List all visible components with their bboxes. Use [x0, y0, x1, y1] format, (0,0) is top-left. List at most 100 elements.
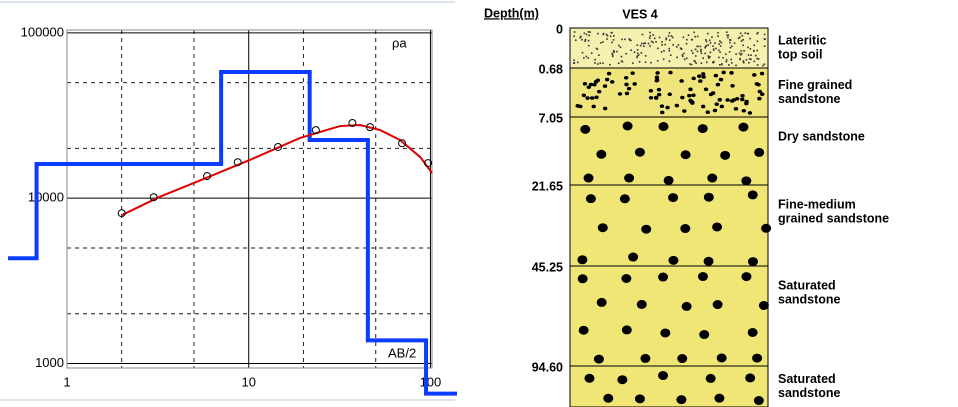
speck — [691, 50, 693, 52]
grain — [704, 193, 714, 202]
speck — [597, 63, 599, 65]
speck — [753, 44, 755, 46]
speck — [726, 31, 728, 33]
speck — [645, 61, 647, 63]
speck — [706, 41, 708, 43]
grain — [655, 71, 659, 75]
grain — [594, 95, 598, 99]
grain — [698, 124, 708, 133]
grain — [741, 272, 751, 281]
speck — [574, 62, 576, 64]
grain — [692, 77, 696, 81]
grain — [704, 87, 708, 91]
speck — [680, 47, 682, 49]
speck — [599, 62, 601, 64]
grain — [579, 326, 589, 335]
grain — [715, 102, 719, 106]
speck — [704, 53, 706, 55]
speck — [693, 32, 695, 34]
grain — [649, 96, 653, 100]
speck — [678, 44, 680, 46]
grain — [668, 193, 678, 202]
speck — [713, 48, 715, 50]
speck — [743, 62, 745, 64]
grain — [719, 78, 723, 82]
grain — [637, 300, 647, 309]
layer-label: grained sandstone — [778, 211, 889, 225]
grain — [596, 150, 606, 159]
grain — [582, 93, 586, 97]
speck — [649, 32, 651, 34]
speck — [740, 33, 742, 35]
grain — [756, 83, 760, 87]
speck — [642, 34, 644, 36]
speck — [695, 49, 697, 51]
speck — [668, 48, 670, 50]
grain — [714, 74, 718, 78]
grain — [706, 374, 716, 383]
grain — [624, 76, 628, 80]
speck — [750, 54, 752, 56]
speck — [657, 48, 659, 50]
grain — [740, 98, 744, 102]
grain — [759, 301, 769, 310]
grain — [721, 71, 725, 75]
grain — [748, 328, 758, 337]
grain — [598, 223, 608, 232]
grain — [655, 79, 659, 83]
speck — [669, 50, 671, 52]
grain — [664, 176, 674, 185]
speck — [669, 39, 671, 41]
speck — [600, 42, 602, 44]
grain — [738, 123, 748, 132]
grain — [677, 354, 687, 363]
grain — [627, 87, 631, 91]
grain — [603, 107, 607, 111]
grain — [575, 104, 579, 108]
speck — [602, 62, 604, 64]
speck — [742, 39, 744, 41]
layer-label: Saturated — [778, 278, 836, 292]
column-title: VES 4 — [622, 7, 657, 21]
speck — [743, 50, 745, 52]
speck — [573, 35, 575, 37]
grain — [730, 99, 734, 103]
grain — [668, 71, 672, 75]
speck — [735, 53, 737, 55]
speck — [639, 61, 641, 63]
speck — [717, 32, 719, 34]
grain — [729, 71, 733, 75]
speck — [622, 61, 624, 63]
speck — [573, 59, 575, 61]
grain — [577, 255, 587, 264]
speck — [686, 43, 688, 45]
speck — [645, 55, 647, 57]
grain — [676, 395, 686, 404]
speck — [713, 62, 715, 64]
speck — [718, 57, 720, 59]
speck — [588, 40, 590, 42]
speck — [588, 31, 590, 33]
grain — [681, 150, 691, 159]
speck — [727, 37, 729, 39]
speck — [747, 33, 749, 35]
speck — [686, 57, 688, 59]
grain — [603, 394, 613, 403]
grain — [725, 98, 729, 102]
speck — [740, 50, 742, 52]
speck — [753, 50, 755, 52]
grain — [699, 330, 709, 339]
speck — [625, 53, 627, 55]
speck — [581, 39, 583, 41]
speck — [611, 53, 613, 55]
speck — [652, 34, 654, 36]
speck — [688, 34, 690, 36]
grain — [585, 96, 589, 100]
grain — [658, 273, 668, 282]
speck — [643, 45, 645, 47]
speck — [575, 39, 577, 41]
speck — [757, 64, 759, 66]
speck — [697, 51, 699, 53]
speck — [602, 41, 604, 43]
speck — [764, 34, 766, 36]
